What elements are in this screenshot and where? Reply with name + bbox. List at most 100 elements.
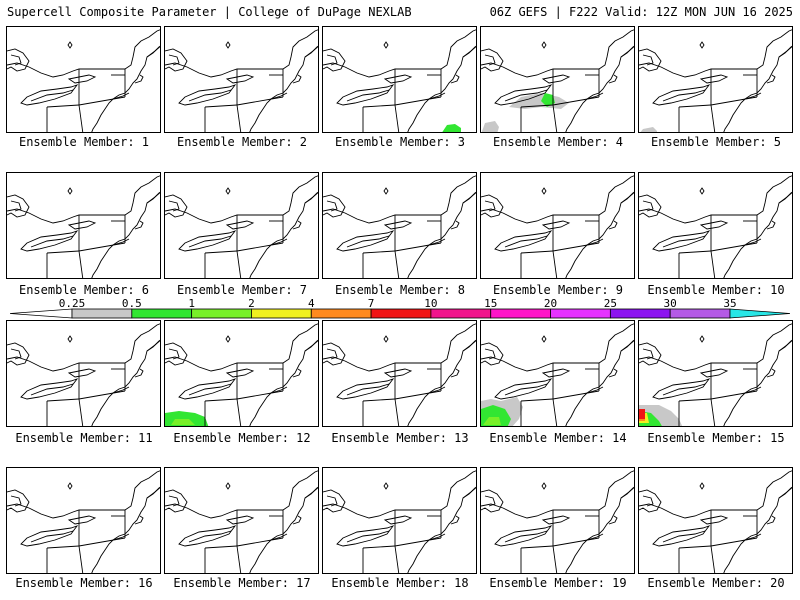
boundary-line [608,220,618,230]
boundary-line [10,200,22,212]
boundary-line [304,486,318,499]
boundary-line [662,235,706,248]
boundary-line [520,250,554,254]
boundary-line [428,92,446,100]
colorbar-segment [370,308,432,319]
boundary-line [225,220,255,230]
boundary-line [481,323,634,372]
boundary-line [481,29,634,78]
diamond-marker-icon [541,187,547,195]
boundary-line [481,194,504,218]
colorbar-tick-label: 20 [543,297,558,310]
boundary-line [662,530,706,543]
ensemble-member-map [164,467,319,574]
boundary-line [362,104,396,108]
ensemble-member-label: Ensemble Member: 12 [173,431,311,445]
boundary-line [67,515,97,525]
boundary-line [204,104,238,108]
boundary-line [699,74,729,84]
boundary-line [225,368,255,378]
ensemble-member-map [6,320,161,427]
colorbar-segment [550,308,611,319]
colorbar-tick-label: 0.25 [58,297,86,310]
boundary-line [710,537,758,547]
map-outline [165,470,318,573]
map-outline [165,29,318,132]
diamond-marker-icon [225,41,231,49]
diamond-marker-icon [541,41,547,49]
boundary-line [178,525,237,547]
boundary-line [326,54,338,66]
boundary-line [188,89,232,102]
boundary-line [323,29,476,78]
scp-shading-gray [640,127,657,132]
boundary-line [699,368,729,378]
map-outline [481,323,634,426]
boundary-line [46,104,80,108]
color-scale-bar: 0.25 0.5 1 2 4 7 10 15 20 25 30 35 [9,297,791,329]
boundary-line [204,545,238,549]
ensemble-member-label: Ensemble Member: 5 [650,135,782,149]
colorbar-segment [669,308,731,319]
boundary-line [165,342,188,366]
boundary-line [67,368,97,378]
boundary-line [326,348,338,360]
boundary-line [346,235,390,248]
boundary-line [541,220,571,230]
boundary-line [323,489,346,513]
boundary-line [462,486,476,499]
boundary-line [20,525,79,547]
boundary-line [249,192,318,278]
boundary-line [7,323,160,372]
boundary-line [394,104,400,132]
boundary-line [586,386,604,394]
diamond-marker-icon [67,482,73,490]
ensemble-member-label: Ensemble Member: 7 [176,283,308,297]
boundary-line [165,489,188,513]
diamond-marker-icon [699,187,705,195]
boundary-line [662,89,706,102]
boundary-line [710,104,716,132]
boundary-line [541,368,571,378]
ensemble-member-map [638,26,793,133]
boundary-line [723,487,792,573]
map-outline [7,175,160,278]
colorbar-tick-label: 35 [723,297,737,310]
boundary-line [383,74,413,84]
boundary-line [552,96,600,106]
boundary-line [586,92,604,100]
boundary-line [678,398,712,402]
map-outline [7,470,160,573]
boundary-line [678,104,712,108]
boundary-line [270,238,288,246]
boundary-line [620,486,634,499]
boundary-line [778,45,792,58]
boundary-line [639,194,662,218]
ensemble-member-map [6,26,161,133]
boundary-line [323,194,346,218]
boundary-line [165,323,318,372]
boundary-line [236,545,242,573]
boundary-line [450,515,460,525]
boundary-line [620,191,634,204]
map-outline [323,470,476,573]
map-outline [323,29,476,132]
boundary-line [10,495,22,507]
boundary-line [504,530,548,543]
boundary-line [91,46,160,132]
map-outline [7,29,160,132]
boundary-line [778,191,792,204]
boundary-line [165,194,188,218]
scp-shading-green [442,124,461,132]
ensemble-member-label: Ensemble Member: 16 [15,576,153,590]
boundary-line [565,340,634,426]
boundary-line [407,46,476,132]
boundary-line [346,383,390,396]
colorbar-segment [609,308,671,319]
boundary-line [188,383,232,396]
boundary-line [30,89,74,102]
boundary-line [710,96,758,106]
boundary-line [78,250,84,278]
colorbar-low-triangle [9,308,73,319]
boundary-line [323,48,346,72]
